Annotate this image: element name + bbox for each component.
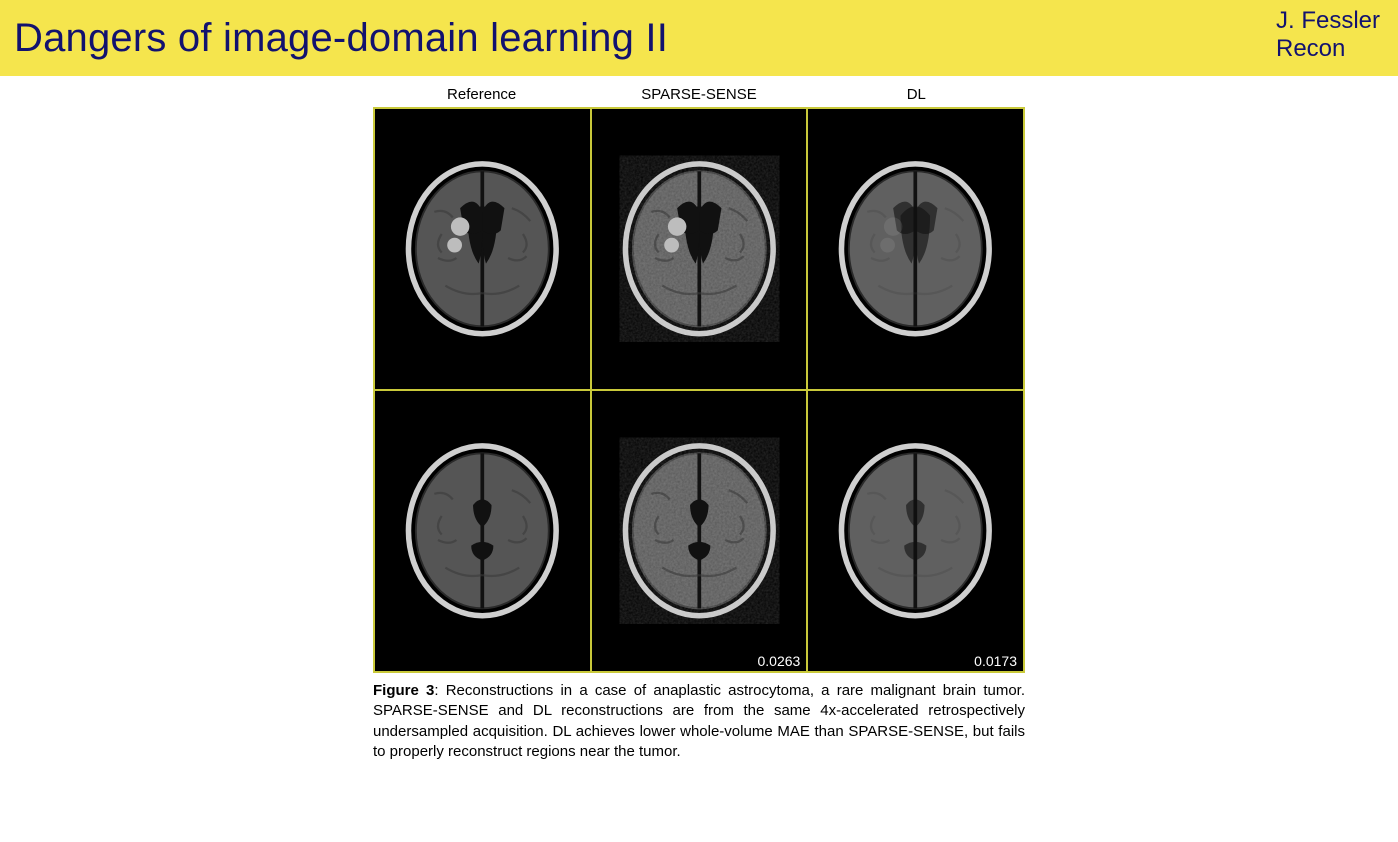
mae-value-dl: 0.0173	[974, 653, 1017, 669]
brain-scan-icon	[607, 120, 792, 378]
col-label-dl: DL	[808, 86, 1025, 103]
caption-label: Figure 3	[373, 682, 434, 699]
grid-cell-r1-c2	[591, 108, 808, 390]
brain-scan-icon	[823, 402, 1008, 660]
brain-scan-icon	[390, 402, 575, 660]
brain-scan-icon	[607, 402, 792, 660]
col-label-reference: Reference	[373, 86, 590, 103]
slide-title: Dangers of image-domain learning II	[14, 16, 668, 61]
caption-text: : Reconstructions in a case of anaplasti…	[373, 682, 1025, 760]
figure-caption: Figure 3: Reconstructions in a case of a…	[373, 681, 1025, 762]
grid-cell-r2-c1	[374, 390, 591, 672]
grid-cell-r1-c3	[807, 108, 1024, 390]
content-area: Reference SPARSE-SENSE DL	[0, 76, 1398, 762]
grid-cell-r2-c3: 0.0173	[807, 390, 1024, 672]
author-sub: Recon	[1276, 35, 1345, 63]
author-name: J. Fessler	[1276, 7, 1380, 35]
header-attribution: J. Fessler Recon	[1276, 7, 1380, 62]
grid-cell-r1-c1	[374, 108, 591, 390]
col-label-sparse-sense: SPARSE-SENSE	[590, 86, 807, 103]
grid-cell-r2-c2: 0.0263	[591, 390, 808, 672]
image-grid: 0.0263 0.0173	[373, 107, 1025, 673]
header-bar: Dangers of image-domain learning II J. F…	[0, 0, 1398, 76]
mae-value-sparse-sense: 0.0263	[758, 653, 801, 669]
column-labels: Reference SPARSE-SENSE DL	[373, 86, 1025, 103]
brain-scan-icon	[390, 120, 575, 378]
brain-scan-icon	[823, 120, 1008, 378]
figure: Reference SPARSE-SENSE DL	[373, 86, 1025, 762]
